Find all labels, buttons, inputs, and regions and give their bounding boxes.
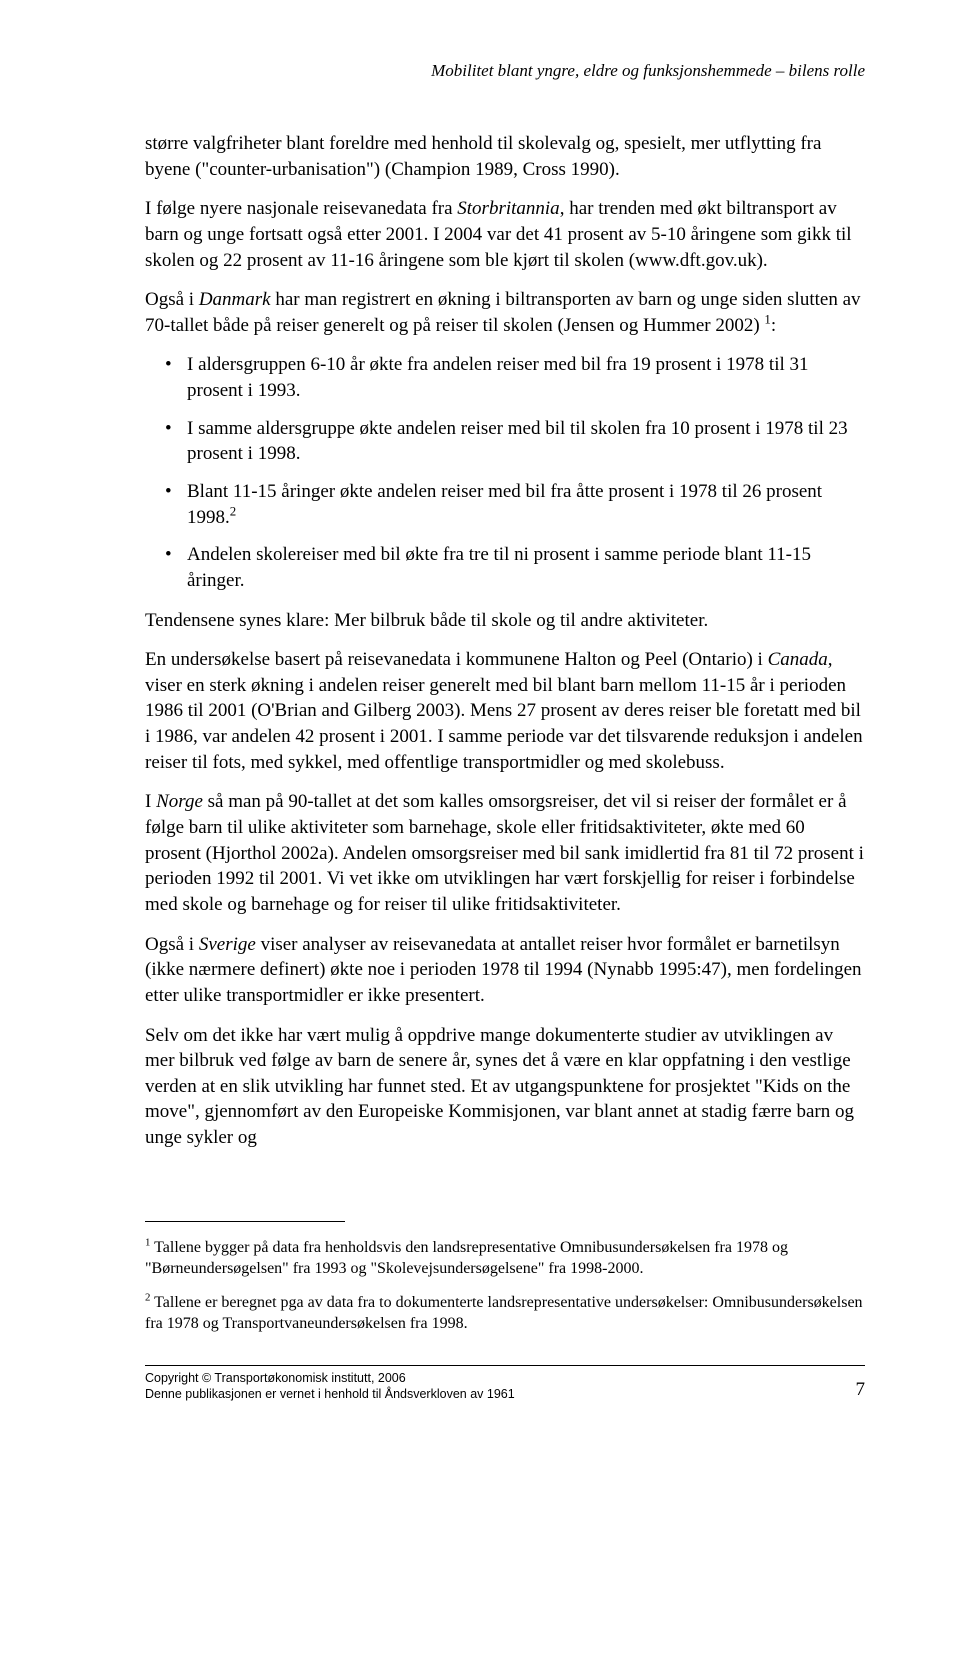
p5-text-a: En undersøkelse basert på reisevanedata … (145, 649, 768, 670)
bullet-1: I aldersgruppen 6-10 år økte fra andelen… (145, 352, 865, 403)
bullet-list: I aldersgruppen 6-10 år økte fra andelen… (145, 352, 865, 593)
footer-copyright: Copyright © Transportøkonomisk institutt… (145, 1370, 515, 1386)
p3-text-a: Også i (145, 289, 199, 310)
paragraph-2: I følge nyere nasjonale reisevanedata fr… (145, 196, 865, 273)
b3-text: Blant 11-15 åringer økte andelen reiser … (187, 481, 822, 528)
footnote-rule (145, 1221, 345, 1222)
page-footer: Copyright © Transportøkonomisk institutt… (145, 1370, 865, 1403)
p2-italic-1: Storbritannia (457, 198, 559, 219)
p2-text-a: I følge nyere nasjonale reisevanedata fr… (145, 198, 457, 219)
paragraph-6: I Norge så man på 90-tallet at det som k… (145, 789, 865, 917)
paragraph-3: Også i Danmark har man registrert en økn… (145, 287, 865, 338)
p7-text-a: Også i (145, 934, 199, 955)
bullet-4: Andelen skolereiser med bil økte fra tre… (145, 542, 865, 593)
page-number: 7 (856, 1377, 866, 1403)
fn1-text: Tallene bygger på data fra henholdsvis d… (145, 1239, 788, 1277)
running-header: Mobilitet blant yngre, eldre og funksjon… (145, 60, 865, 83)
p3-text-c: : (771, 315, 776, 336)
bullet-2: I samme aldersgruppe økte andelen reiser… (145, 416, 865, 467)
paragraph-8: Selv om det ikke har vært mulig å oppdri… (145, 1023, 865, 1151)
p6-text-b: så man på 90-tallet at det som kalles om… (145, 791, 864, 915)
footer-left: Copyright © Transportøkonomisk institutt… (145, 1370, 515, 1403)
b3-sup: 2 (230, 503, 236, 518)
p3-italic-1: Danmark (199, 289, 271, 310)
paragraph-5: En undersøkelse basert på reisevanedata … (145, 647, 865, 775)
bottom-rule (145, 1365, 865, 1366)
footnote-1: 1 Tallene bygger på data fra henholdsvis… (145, 1238, 865, 1280)
footer-note: Denne publikasjonen er vernet i henhold … (145, 1386, 515, 1402)
p7-italic-1: Sverige (199, 934, 256, 955)
p5-italic-1: Canada (768, 649, 828, 670)
paragraph-1: større valgfriheter blant foreldre med h… (145, 131, 865, 182)
paragraph-4: Tendensene synes klare: Mer bilbruk både… (145, 608, 865, 634)
p6-text-a: I (145, 791, 156, 812)
footnote-2: 2 Tallene er beregnet pga av data fra to… (145, 1293, 865, 1335)
p6-italic-1: Norge (156, 791, 203, 812)
fn2-text: Tallene er beregnet pga av data fra to d… (145, 1294, 863, 1332)
paragraph-7: Også i Sverige viser analyser av reiseva… (145, 932, 865, 1009)
bullet-3: Blant 11-15 åringer økte andelen reiser … (145, 479, 865, 530)
